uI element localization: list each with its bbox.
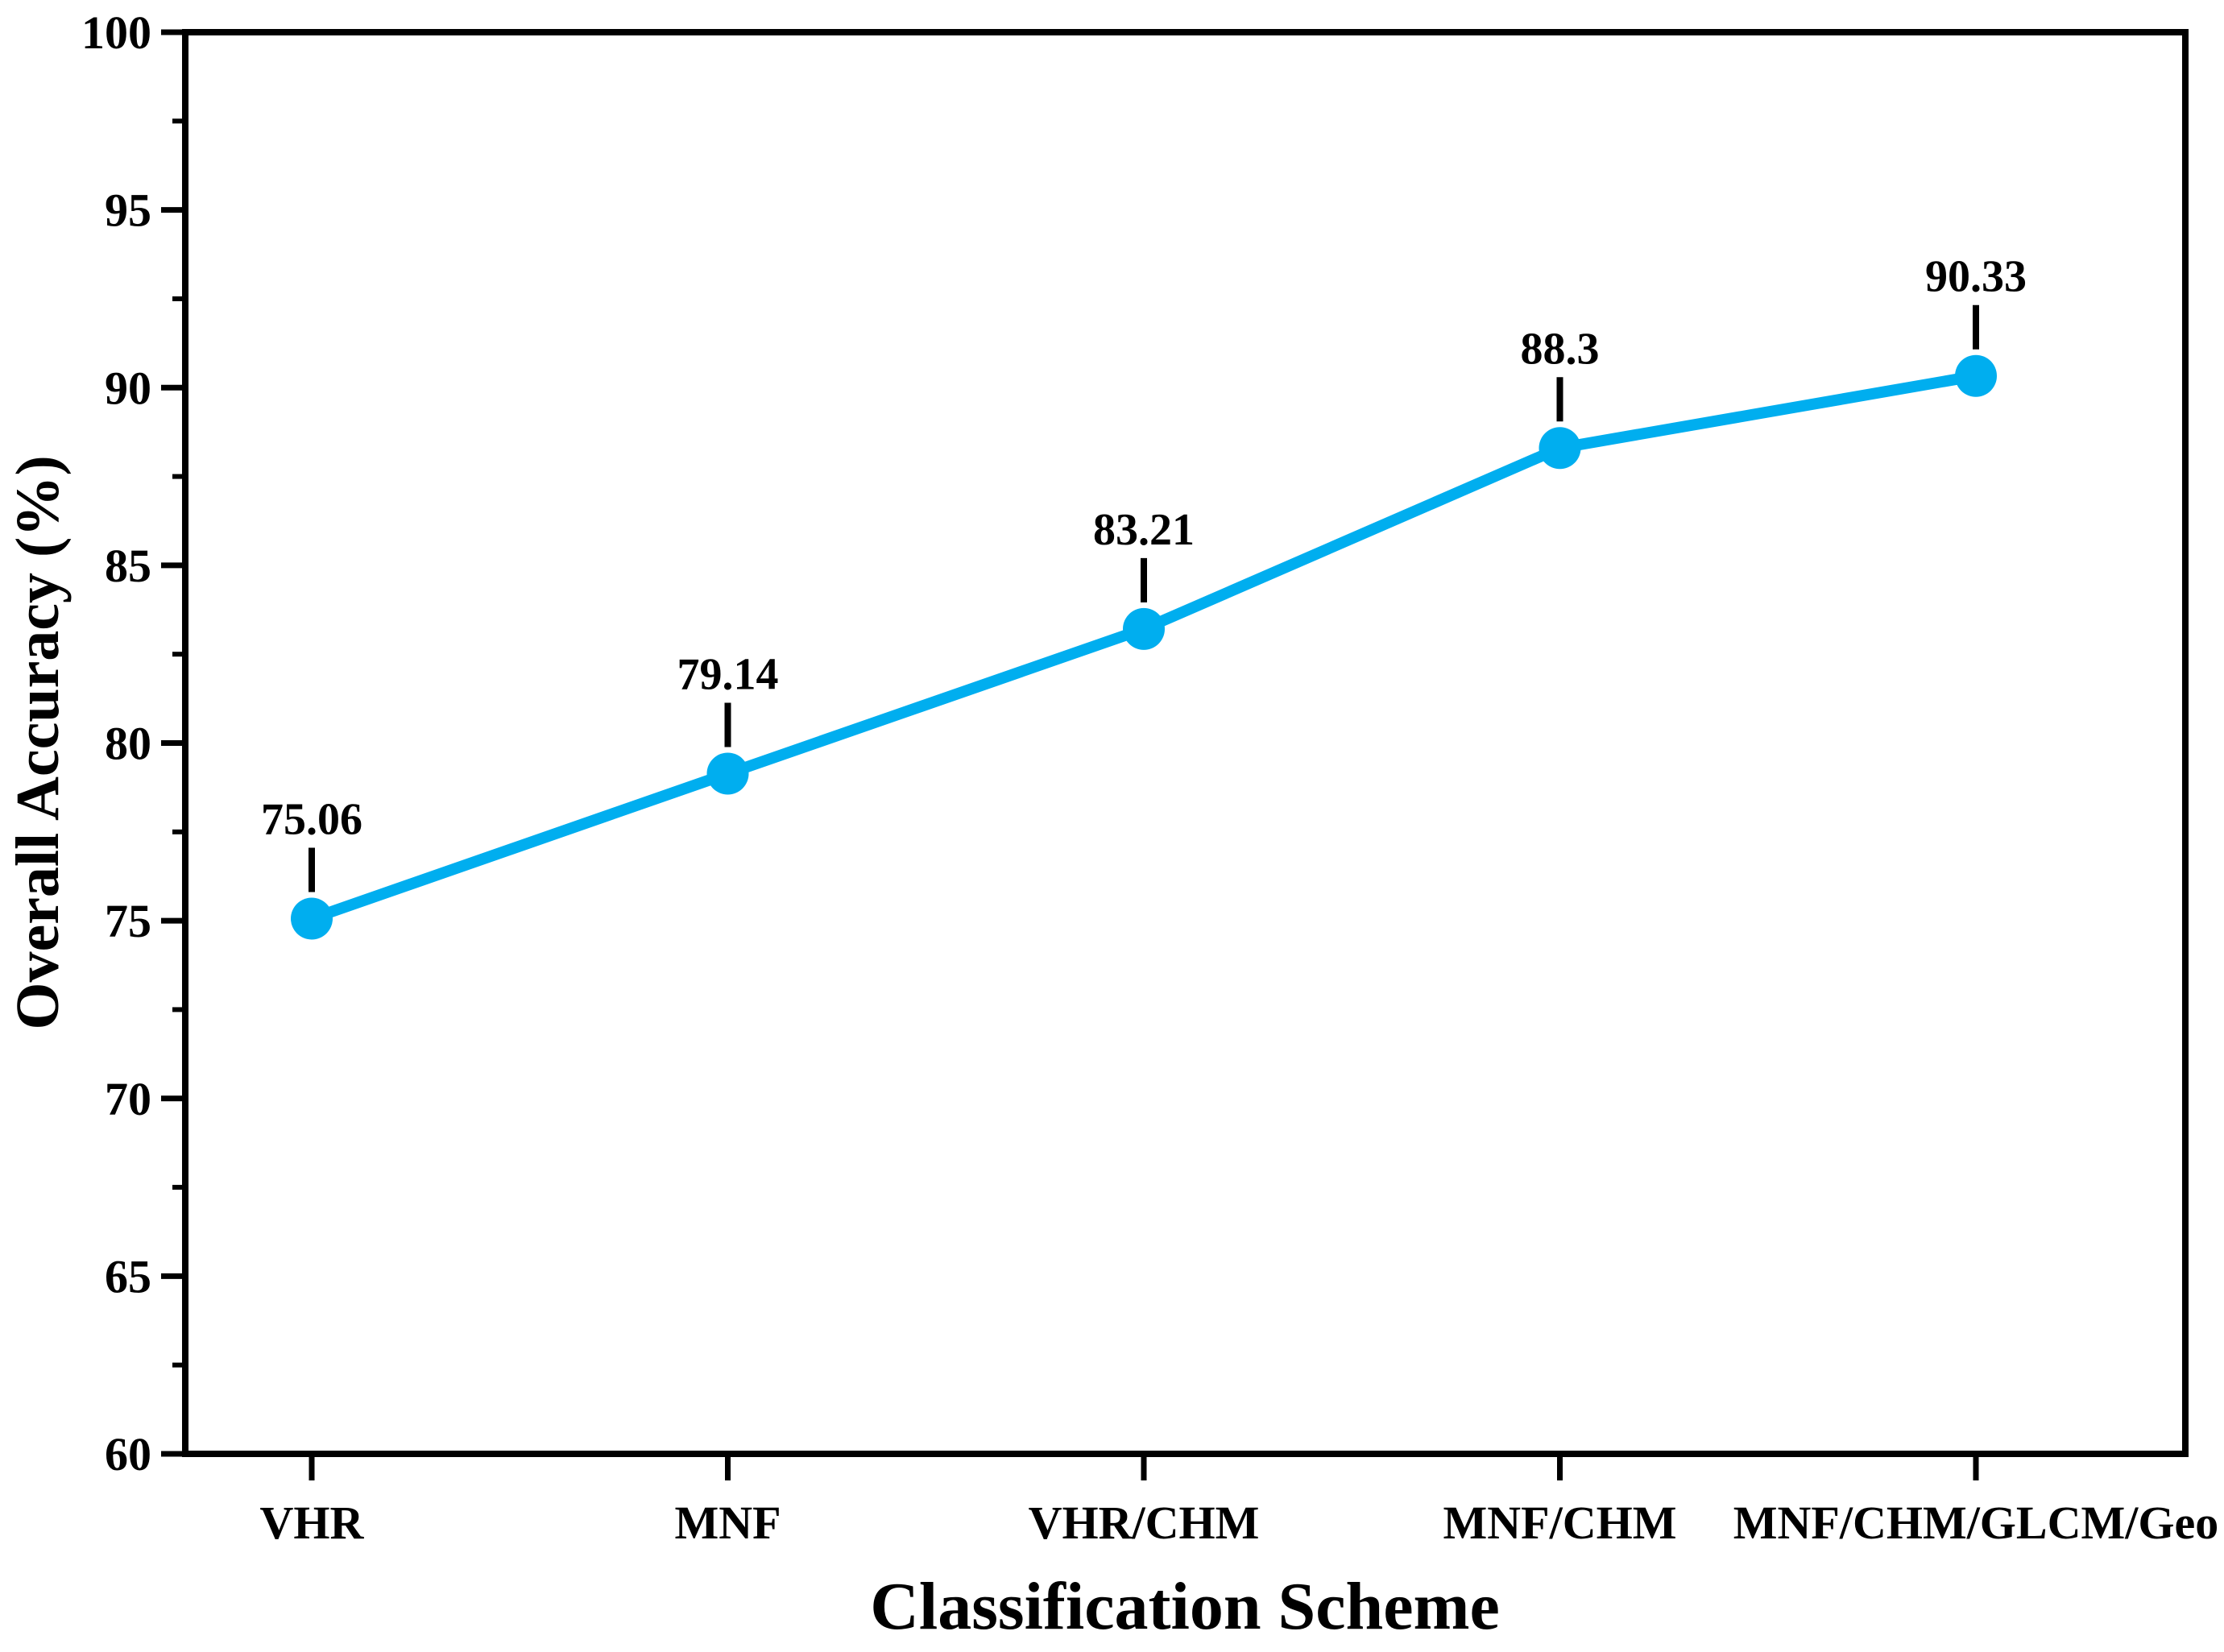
- plot-area: 60 65 70 75 80 85 90 95 100 VHR MNF VHR/CHM MNF/CHM M…: [81, 6, 2218, 1549]
- point-label: 90.33: [1925, 252, 2027, 302]
- data-point: [1539, 427, 1581, 470]
- y-tick-label: 70: [105, 1073, 151, 1125]
- plot-box: [182, 29, 2189, 1457]
- point-label: 75.06: [261, 794, 362, 844]
- data-point: [1123, 607, 1165, 650]
- x-tick-label: MNF/CHM/GLCM/Geo: [1733, 1497, 2218, 1549]
- y-tick-label: 85: [105, 540, 151, 592]
- y-tick-label: 90: [105, 362, 151, 414]
- data-point: [291, 897, 333, 940]
- y-tick-label: 60: [105, 1428, 151, 1480]
- x-tick-label: VHR/CHM: [1029, 1497, 1260, 1549]
- y-tick-label: 75: [105, 895, 151, 947]
- point-label: 79.14: [677, 649, 779, 699]
- y-tick-label: 100: [81, 6, 151, 59]
- point-label: 88.3: [1521, 324, 1600, 374]
- y-tick-label: 80: [105, 718, 151, 770]
- x-tick-label: MNF: [674, 1497, 781, 1549]
- y-axis-title: Overall Accuracy (%): [4, 455, 72, 1029]
- x-axis-title: Classification Scheme: [870, 1569, 1500, 1644]
- x-tick-label: MNF/CHM: [1443, 1497, 1677, 1549]
- y-tick-label: 95: [105, 184, 151, 237]
- x-tick-label: VHR: [260, 1497, 365, 1549]
- y-tick-label: 65: [105, 1250, 151, 1302]
- data-point: [706, 752, 749, 795]
- point-label: 83.21: [1093, 505, 1195, 555]
- data-point: [1955, 354, 1997, 397]
